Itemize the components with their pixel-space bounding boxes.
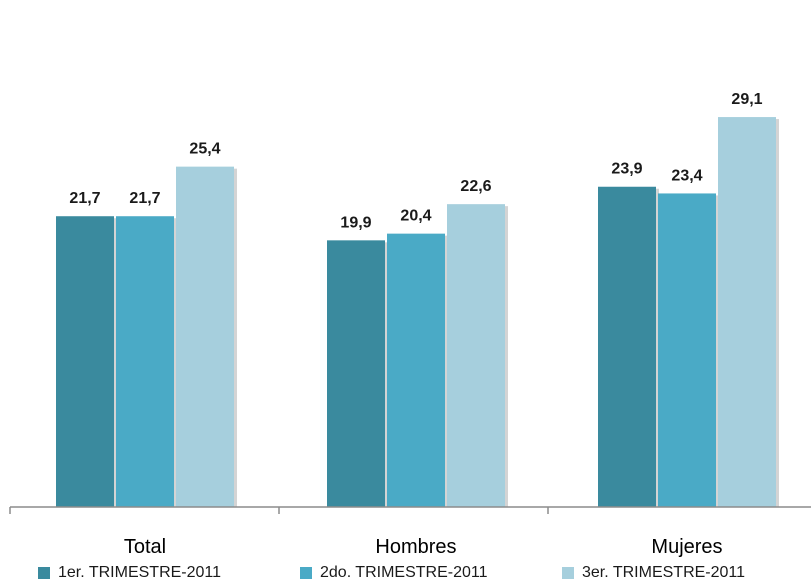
legend-label-series-3: 3er. TRIMESTRE-2011 — [582, 564, 746, 581]
legend-item-series-2: 2do. TRIMESTRE-2011 — [300, 564, 487, 582]
category-labels-group: Total Hombres Mujeres — [124, 536, 723, 558]
bar-mujeres-series-1 — [598, 186, 656, 508]
bars-group — [56, 117, 779, 508]
data-label: 29,1 — [731, 91, 762, 108]
bar-total-series-2 — [116, 216, 174, 507]
category-label: Total — [124, 536, 166, 558]
data-label: 21,7 — [69, 190, 100, 207]
legend-item-series-3: 3er. TRIMESTRE-2011 — [562, 564, 745, 582]
bar-hombres-series-3 — [447, 204, 505, 507]
legend-label-series-2: 2do. TRIMESTRE-2011 — [320, 564, 488, 581]
data-label: 21,7 — [129, 190, 160, 207]
legend-swatch-series-3 — [562, 567, 574, 579]
legend-label-series-1: 1er. TRIMESTRE-2011 — [58, 564, 222, 581]
data-label: 19,9 — [340, 214, 371, 231]
bar-chart: 21,7 21,7 25,4 19,9 20,4 22,6 23,9 23,4 29,1 Tot… — [9, 91, 811, 558]
data-label: 22,6 — [460, 178, 491, 195]
bar-mujeres-series-3 — [718, 117, 776, 507]
data-label: 25,4 — [189, 141, 220, 158]
bar-total-series-3 — [176, 166, 234, 507]
legend-swatch-series-1 — [38, 567, 50, 579]
data-label: 23,9 — [611, 161, 642, 178]
category-label: Hombres — [375, 536, 456, 558]
legend-swatch-series-2 — [300, 567, 312, 579]
value-labels-group: 21,7 21,7 25,4 19,9 20,4 22,6 23,9 23,4 29,1 — [69, 91, 762, 231]
legend: 1er. TRIMESTRE-2011 2do. TRIMESTRE-2011 … — [0, 560, 811, 585]
bar-mujeres-series-2 — [658, 193, 716, 507]
bar-total-series-1 — [56, 216, 114, 507]
bar-hombres-series-1 — [327, 240, 385, 507]
data-label: 23,4 — [671, 167, 702, 184]
data-label: 20,4 — [400, 208, 431, 225]
category-label: Mujeres — [651, 536, 722, 558]
bar-hombres-series-2 — [387, 233, 445, 507]
legend-item-series-1: 1er. TRIMESTRE-2011 — [38, 564, 221, 582]
